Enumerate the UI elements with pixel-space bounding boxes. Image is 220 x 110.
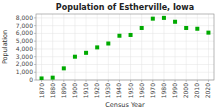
y-grid-line [36,56,214,57]
y-grid-line [36,48,214,49]
y-grid-line [36,64,214,65]
x-tick [197,80,198,82]
x-tick-label: 1960 [138,83,145,98]
x-tick-label: 1950 [127,83,134,98]
x-tick-label: 1900 [71,83,78,98]
x-tick-label: 1870 [38,83,45,98]
x-tick [130,80,131,82]
x-tick-label: 1990 [171,83,178,98]
x-tick-label: 1980 [160,83,167,98]
grid [36,14,214,80]
x-tick-label: 1920 [93,83,100,98]
point [162,16,166,20]
x-tick [74,80,75,82]
point [117,34,121,38]
y-grid-line [36,41,214,42]
title: Population of Estherville, Iowa [56,3,194,12]
point [84,51,88,55]
y-tick-label: 0 [29,76,33,83]
x-grid-line [130,14,131,80]
points [40,16,211,80]
y-tick-label: 1,000 [16,68,33,75]
x-tick [152,80,153,82]
point [206,31,210,35]
x-tick [163,80,164,82]
x-tick-label: 1910 [82,83,89,98]
y-tick-label: 7,000 [16,22,33,29]
x-grid-line [141,14,142,80]
x-tick-label: 1880 [49,83,56,98]
point [62,66,66,70]
point [51,76,55,80]
x-tick-label: 1970 [149,83,156,98]
x-grid-line [74,14,75,80]
x-grid-line [186,14,187,80]
y-tick-label: 3,000 [16,53,33,60]
x-tick [41,80,42,82]
x-tick [141,80,142,82]
y-tick-label: 5,000 [16,37,33,44]
x-tick-label: 2010 [193,83,200,98]
x-grid-line [119,14,120,80]
point [151,17,155,21]
x-tick-label: 1940 [115,83,122,98]
chart: 1870 1880 1890 1900 1910 1920 1930 1940 1950 1960… [0,0,220,110]
y-tick-label: 6,000 [16,29,33,36]
y-grid-line [36,72,214,73]
point [184,26,188,30]
x-tick [175,80,176,82]
y-tick-label: 2,000 [16,60,33,67]
x-axis-label: Census Year [105,101,145,109]
x-tick [119,80,120,82]
y-tick-label: 4,000 [16,45,33,52]
x-grid-line [86,14,87,80]
x-grid-line [108,14,109,80]
point [73,55,77,59]
x-tick [52,80,53,82]
y-tick-label: 8,000 [16,14,33,21]
x-tick [186,80,187,82]
plot-frame [36,14,214,80]
x-tick-label: 1890 [60,83,67,98]
x-grid-line [152,14,153,80]
x-tick-label: 1930 [104,83,111,98]
x-grid-line [163,14,164,80]
x-tick-label: 2020 [204,83,211,98]
y-grid-line [36,17,214,18]
point [95,45,99,49]
x-grid-line [197,14,198,80]
x-tick [208,80,209,82]
x-tick [108,80,109,82]
x-grid-line [208,14,209,80]
y-axis-label: Population [1,30,9,64]
x-grid-line [52,14,53,80]
x-tick [63,80,64,82]
x-tick [86,80,87,82]
x-tick-label: 2000 [182,83,189,98]
point [173,20,177,24]
x-tick [97,80,98,82]
point [129,33,133,37]
point [106,42,110,46]
point [140,26,144,30]
point [40,76,44,80]
point [195,27,199,31]
x-grid-line [175,14,176,80]
y-grid-line [36,33,214,34]
x-grid-line [41,14,42,80]
